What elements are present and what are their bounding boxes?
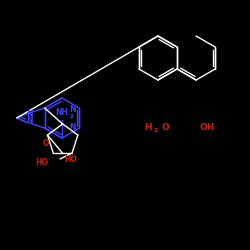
Text: N: N bbox=[69, 106, 75, 114]
Text: O: O bbox=[161, 124, 169, 132]
Text: H: H bbox=[144, 124, 152, 132]
Text: 2: 2 bbox=[154, 128, 158, 132]
Text: N: N bbox=[27, 110, 33, 119]
Text: NH: NH bbox=[56, 108, 68, 117]
Text: HO: HO bbox=[64, 155, 78, 164]
Text: N: N bbox=[27, 116, 33, 125]
Text: O: O bbox=[43, 138, 50, 147]
Text: 2: 2 bbox=[70, 114, 74, 119]
Text: OH: OH bbox=[199, 124, 215, 132]
Text: HO: HO bbox=[35, 158, 48, 168]
Text: N: N bbox=[69, 124, 75, 132]
